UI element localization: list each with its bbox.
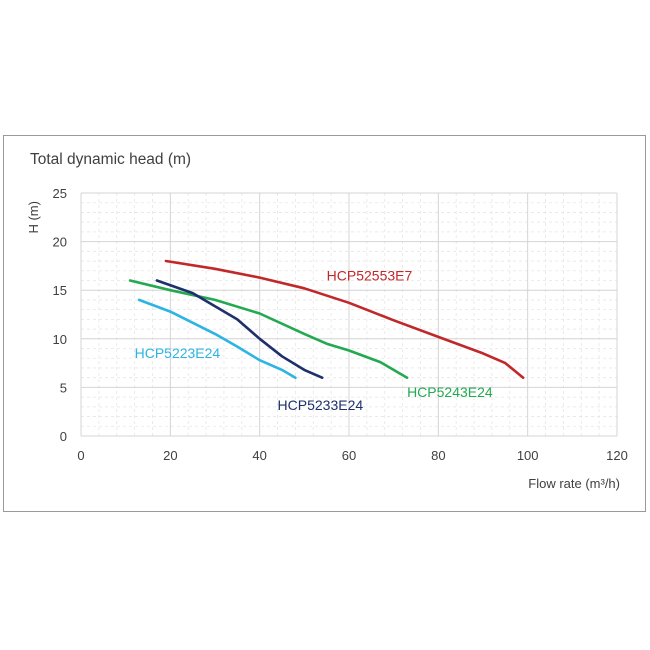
grid [80,192,618,437]
series-labels: HCP52553E7 HCP5243E24 HCP5233E24 HCP5223E24 [135,267,493,412]
series-line-hcp5223e24 [137,298,297,380]
series-label-hcp52553e7: HCP52553E7 [327,267,413,283]
x-tick-label: 100 [517,448,539,463]
y-tick-label: 25 [53,186,67,201]
y-tick-label: 20 [53,235,67,250]
series-label-hcp5223e24: HCP5223E24 [135,345,221,361]
x-tick-label: 120 [606,448,628,463]
y-tick-label: 5 [60,380,67,395]
x-axis-label: Flow rate (m³/h) [528,476,620,491]
chart-frame [3,135,646,512]
series-lines [128,259,525,380]
axes: 0 20 40 60 80 100 120 0 5 10 15 20 25 H (m) Flow rate … [26,186,628,491]
series-line-hcp5233e24 [155,279,324,380]
x-tick-label: 80 [431,448,445,463]
x-tick-label: 20 [163,448,177,463]
y-tick-label: 0 [60,429,67,444]
y-tick-label: 15 [53,283,67,298]
chart-title: Total dynamic head (m) [30,151,192,168]
y-tick-label: 10 [53,332,67,347]
series-label-hcp5243e24: HCP5243E24 [407,384,493,400]
x-tick-label: 0 [77,448,84,463]
series-line-hcp5243e24 [128,279,409,380]
series-line-hcp52553e7 [164,259,525,380]
x-tick-label: 40 [252,448,266,463]
x-tick-label: 60 [342,448,356,463]
y-axis-label: H (m) [26,201,41,234]
series-label-hcp5233e24: HCP5233E24 [278,397,364,413]
